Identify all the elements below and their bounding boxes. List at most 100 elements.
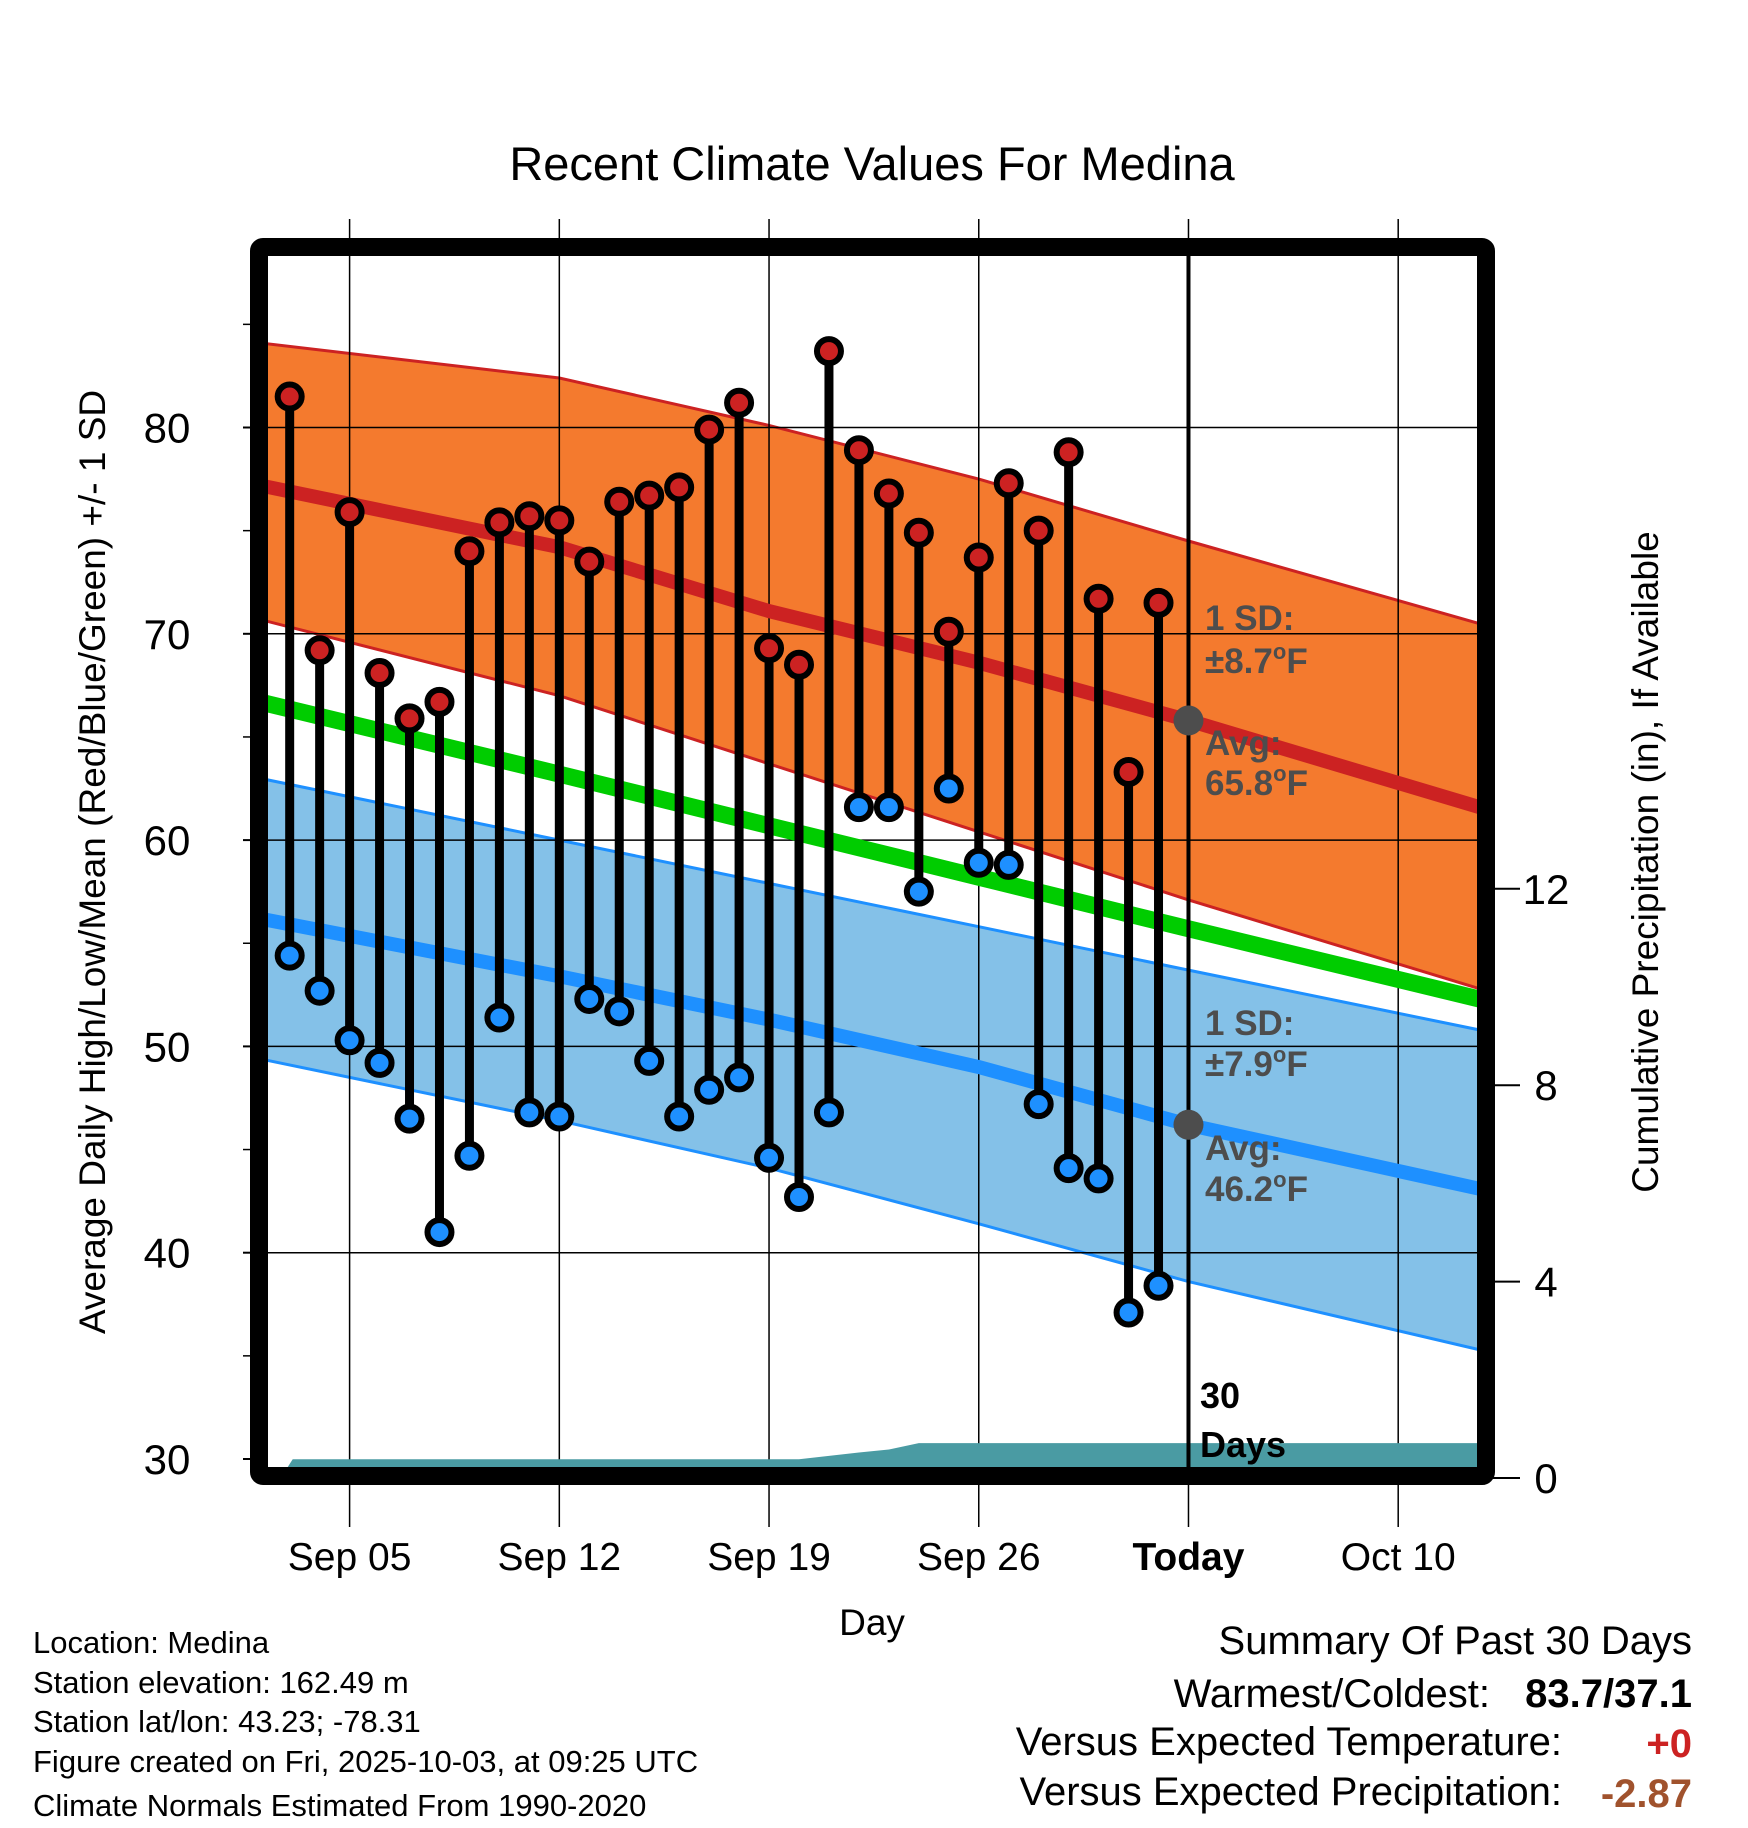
high-point xyxy=(544,505,575,536)
low-point xyxy=(424,1217,455,1248)
high-avg-line xyxy=(268,479,1477,814)
high-point xyxy=(1053,437,1084,468)
high-point xyxy=(694,414,725,445)
chart-title: Recent Climate Values For Medina xyxy=(509,137,1235,190)
x-tick-label: Sep 26 xyxy=(917,1536,1041,1579)
today-days-number: 30 xyxy=(1200,1375,1240,1416)
footer-location: Location: Medina xyxy=(33,1625,270,1660)
y-axis-label: Average Daily High/Low/Mean (Red/Blue/Gr… xyxy=(72,390,113,1334)
today-low-avg-marker xyxy=(1173,1109,1204,1140)
today-days-word: Days xyxy=(1200,1424,1286,1465)
low-point xyxy=(364,1047,395,1078)
summary-panel: Summary Of Past 30 Days Warmest/Coldest:… xyxy=(1016,1619,1692,1816)
summary-warm-cold-value: 83.7/37.1 xyxy=(1525,1672,1692,1716)
low-point xyxy=(813,1097,844,1128)
low-point xyxy=(724,1062,755,1093)
low-point xyxy=(484,1002,515,1033)
y-tick-label: 80 xyxy=(144,405,191,452)
low-avg-line xyxy=(268,912,1477,1196)
footer-info: Location: Medina Station elevation: 162.… xyxy=(33,1625,698,1823)
footer-latlon: Station lat/lon: 43.23; -78.31 xyxy=(33,1704,421,1739)
y2-tick-label: 4 xyxy=(1534,1259,1557,1306)
high-point xyxy=(843,435,874,466)
low-point xyxy=(634,1045,665,1076)
high-point xyxy=(604,486,635,517)
x-tick-label: Sep 19 xyxy=(707,1536,831,1579)
high-point xyxy=(724,387,755,418)
high-point xyxy=(1113,757,1144,788)
high-sd-value: ±8.7oF xyxy=(1205,639,1308,681)
high-point xyxy=(933,616,964,647)
high-point xyxy=(1143,587,1174,618)
high-point xyxy=(454,536,485,567)
high-point xyxy=(664,472,695,503)
high-point xyxy=(784,649,814,680)
high-point xyxy=(334,497,365,528)
y-tick-label: 70 xyxy=(144,611,191,658)
high-point xyxy=(754,633,785,664)
high-point xyxy=(1083,583,1114,614)
y-tick-label: 30 xyxy=(144,1436,191,1483)
high-point xyxy=(903,517,934,548)
high-point xyxy=(274,381,305,412)
precipitation-area xyxy=(287,1443,1477,1467)
low-point xyxy=(903,876,934,907)
low-point xyxy=(274,940,305,971)
low-point xyxy=(933,773,964,804)
high-point xyxy=(873,478,904,509)
low-sd-band xyxy=(268,779,1477,1350)
low-point xyxy=(1083,1163,1114,1194)
x-tick-label: Sep 05 xyxy=(288,1536,412,1579)
low-point xyxy=(544,1101,575,1132)
high-point xyxy=(484,507,515,538)
footer-created: Figure created on Fri, 2025-10-03, at 09… xyxy=(33,1744,698,1779)
x-axis-label: Day xyxy=(839,1602,905,1643)
footer-normals: Climate Normals Estimated From 1990-2020 xyxy=(33,1788,646,1823)
y2-axis-label: Cumulative Precipitation (in), If Availa… xyxy=(1625,531,1666,1193)
high-point xyxy=(574,546,605,577)
low-point xyxy=(574,983,605,1014)
high-point xyxy=(813,336,844,367)
y2-tick-label: 0 xyxy=(1534,1455,1557,1502)
low-point xyxy=(963,847,994,878)
summary-temp-value: +0 xyxy=(1646,1722,1692,1766)
x-tick-label: Sep 12 xyxy=(498,1536,622,1579)
high-point xyxy=(364,657,395,688)
low-point xyxy=(454,1140,485,1171)
y2-tick-label: 8 xyxy=(1534,1062,1557,1109)
low-point xyxy=(754,1142,785,1173)
summary-precip-value: -2.87 xyxy=(1601,1772,1692,1816)
high-point xyxy=(963,542,994,573)
low-point xyxy=(1143,1270,1174,1301)
footer-elevation: Station elevation: 162.49 m xyxy=(33,1665,409,1700)
high-sd-label: 1 SD: xyxy=(1205,599,1294,638)
y-tick-label: 60 xyxy=(144,817,191,864)
high-point xyxy=(634,480,665,511)
low-point xyxy=(1113,1297,1144,1328)
high-point xyxy=(304,635,335,666)
low-avg-label: Avg: xyxy=(1205,1129,1281,1168)
high-point xyxy=(1023,515,1054,546)
y-tick-label: 40 xyxy=(144,1230,191,1277)
summary-temp-label: Versus Expected Temperature: xyxy=(1016,1720,1562,1764)
low-point xyxy=(334,1025,365,1056)
high-point xyxy=(394,703,425,734)
low-point xyxy=(514,1097,545,1128)
low-point xyxy=(784,1181,814,1212)
summary-precip-label: Versus Expected Precipitation: xyxy=(1019,1770,1562,1814)
high-sd-band-upper-edge xyxy=(268,342,1477,625)
x-tick-label: Oct 10 xyxy=(1341,1536,1456,1579)
x-tick-label: Today xyxy=(1132,1536,1244,1579)
summary-title: Summary Of Past 30 Days xyxy=(1219,1619,1692,1663)
low-point xyxy=(664,1101,695,1132)
low-sd-label: 1 SD: xyxy=(1205,1004,1294,1043)
high-point xyxy=(424,686,455,717)
low-sd-value: ±7.9oF xyxy=(1205,1042,1308,1084)
low-point xyxy=(1053,1153,1084,1184)
high-point xyxy=(514,501,545,532)
low-point xyxy=(694,1074,725,1105)
summary-warm-cold-label: Warmest/Coldest: xyxy=(1174,1672,1490,1716)
low-sd-band-upper-edge xyxy=(268,778,1477,1031)
plot-frame xyxy=(250,238,1495,1485)
